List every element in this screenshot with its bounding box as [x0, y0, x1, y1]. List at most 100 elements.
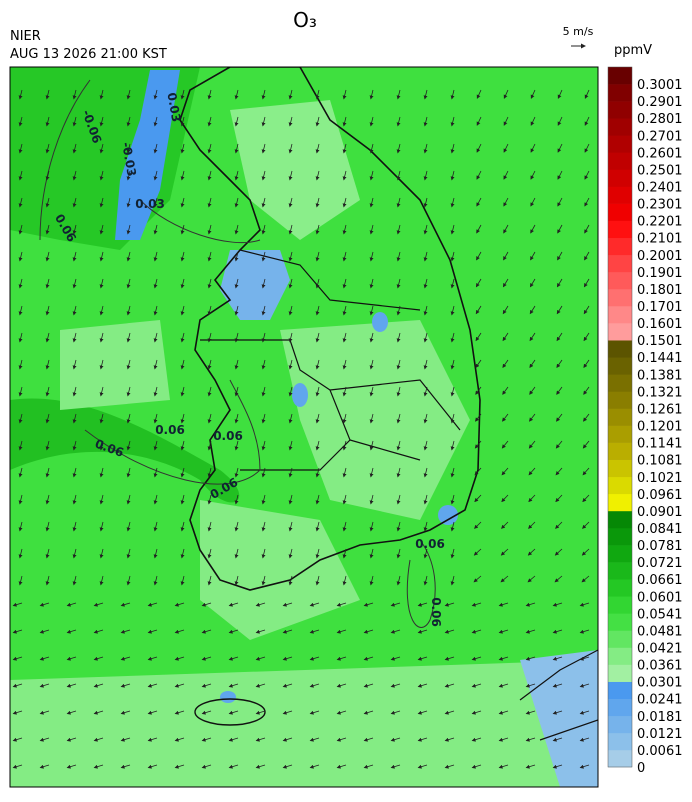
wind-arrow — [126, 494, 131, 505]
zone — [115, 70, 180, 240]
wind-arrow — [369, 440, 374, 451]
wind-arrow — [582, 440, 590, 449]
wind-arrow — [45, 494, 50, 505]
wind-arrow — [288, 548, 293, 559]
wind-arrow — [153, 413, 158, 424]
wind-arrow — [369, 332, 374, 343]
wind-arrow — [18, 116, 23, 127]
wind-arrow — [309, 737, 320, 742]
colorbar-band — [608, 186, 632, 204]
wind-arrow — [180, 116, 185, 127]
wind-arrow — [444, 764, 455, 769]
wind-arrow — [45, 89, 50, 100]
wind-arrow — [584, 170, 590, 180]
colorbar-band — [608, 203, 632, 221]
wind-arrow — [450, 251, 455, 262]
wind-arrow — [309, 602, 320, 607]
wind-arrow — [557, 251, 563, 261]
wind-arrow — [126, 467, 131, 478]
colorbar-label: 0.1201 — [637, 420, 683, 435]
wind-arrow — [255, 683, 266, 688]
wind-arrow — [583, 278, 590, 288]
colorbar-band — [608, 135, 632, 153]
wind-arrow — [396, 521, 401, 532]
wind-arrow — [498, 629, 509, 634]
wind-arrow — [476, 251, 482, 261]
wind-arrow — [18, 305, 23, 316]
wind-arrow — [530, 170, 536, 180]
wind-arrow — [342, 224, 347, 235]
wind-arrow — [342, 89, 347, 100]
wind-arrow — [39, 710, 50, 715]
colorbar-band — [608, 67, 632, 85]
wind-arrow — [99, 170, 104, 181]
wind-arrow — [39, 602, 50, 607]
wind-arrow — [552, 629, 563, 634]
wind-arrow — [153, 440, 158, 451]
wind-arrow — [556, 359, 563, 369]
wind-arrow — [583, 305, 590, 315]
zone — [220, 250, 290, 320]
wind-arrow — [342, 359, 347, 370]
wind-arrow — [555, 467, 563, 476]
wind-arrow — [147, 737, 158, 742]
wind-arrow — [261, 251, 266, 262]
wind-arrow — [390, 683, 401, 688]
colorbar-label: 0.2001 — [637, 249, 683, 264]
wind-arrow — [583, 386, 590, 395]
wind-arrow — [99, 494, 104, 505]
wind-arrow — [501, 494, 509, 503]
map-frame — [9, 66, 599, 788]
wind-arrow — [99, 413, 104, 424]
wind-arrow — [282, 683, 293, 688]
wind-arrow — [93, 656, 104, 661]
wind-arrow — [153, 467, 158, 478]
wind-arrow — [309, 683, 320, 688]
wind-arrow — [288, 494, 293, 505]
wind-arrow — [66, 602, 77, 607]
wind-arrow — [315, 494, 320, 505]
wind-arrow — [234, 251, 239, 262]
wind-arrow — [552, 656, 563, 661]
wind-arrow — [234, 143, 239, 154]
wind-arrow — [120, 656, 131, 661]
wind-arrow — [180, 143, 185, 154]
wind-arrow — [554, 548, 563, 556]
wind-arrow — [234, 548, 239, 559]
wind-arrow — [120, 683, 131, 688]
wind-arrow — [93, 764, 104, 769]
wind-arrow — [579, 656, 590, 661]
colorbar-band — [608, 84, 632, 102]
colorbar-label: 0.0481 — [637, 624, 683, 639]
wind-arrow — [180, 278, 185, 289]
wind-arrow — [45, 521, 50, 532]
wind-arrow — [45, 413, 50, 424]
wind-arrow — [201, 764, 212, 769]
wind-arrow — [207, 143, 212, 154]
wind-arrow — [147, 629, 158, 634]
wind-arrow — [529, 359, 536, 369]
colorbar-label: 0.3001 — [637, 78, 683, 93]
wind-arrow — [501, 521, 509, 529]
wind-arrow — [126, 197, 131, 208]
wind-arrow — [396, 575, 401, 586]
wind-arrow — [315, 521, 320, 532]
wind-arrow — [525, 602, 536, 607]
wind-arrow — [234, 494, 239, 505]
wind-arrow — [45, 224, 50, 235]
wind-arrow — [581, 575, 590, 583]
zone — [220, 691, 236, 703]
wind-arrow — [552, 710, 563, 715]
wind-arrow — [261, 116, 266, 127]
wind-arrow — [99, 116, 104, 127]
wind-arrow — [315, 143, 320, 154]
wind-arrow — [557, 224, 563, 234]
wind-arrow — [369, 224, 374, 235]
wind-arrow — [180, 170, 185, 181]
wind-arrow — [180, 440, 185, 451]
wind-arrow — [261, 89, 266, 100]
wind-arrow — [180, 386, 185, 397]
wind-arrow — [261, 575, 266, 586]
wind-arrow — [342, 197, 347, 208]
